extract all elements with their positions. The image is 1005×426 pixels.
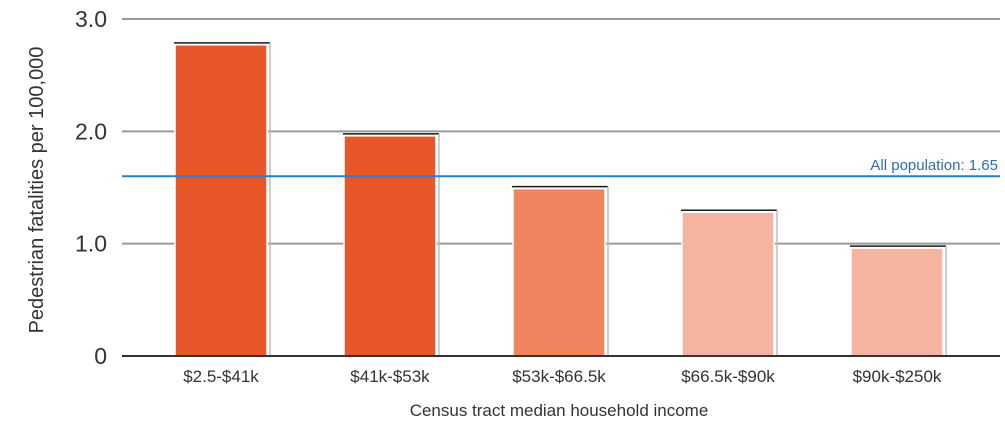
- bar: [850, 247, 944, 357]
- y-tick-label: 0: [94, 343, 107, 369]
- y-tick-label: 3.0: [75, 6, 107, 32]
- x-axis-title: Census tract median household income: [410, 401, 709, 420]
- y-tick-label: 2.0: [75, 118, 107, 144]
- x-tick-label: $90k-$250k: [853, 367, 942, 386]
- x-tick-label: $41k-$53k: [350, 367, 430, 386]
- axes: 0 1.0 2.0 3.0 $2.5-$41k $41k-$53k $53k-$66.5k $…: [75, 6, 1000, 386]
- x-tick-label: $2.5-$41k: [183, 367, 259, 386]
- y-axis-title: Pedestrian fatalities per 100,000: [26, 47, 48, 334]
- x-tick-label: $53k-$66.5k: [512, 367, 606, 386]
- bar: [512, 187, 606, 357]
- bar: [343, 135, 437, 357]
- x-tick-label: $66.5k-$90k: [681, 367, 775, 386]
- bars: [174, 42, 947, 357]
- reference-line-label: All population: 1.65: [870, 157, 998, 174]
- y-tick-label: 1.0: [75, 231, 107, 257]
- bar: [174, 44, 268, 357]
- bar: [681, 211, 775, 357]
